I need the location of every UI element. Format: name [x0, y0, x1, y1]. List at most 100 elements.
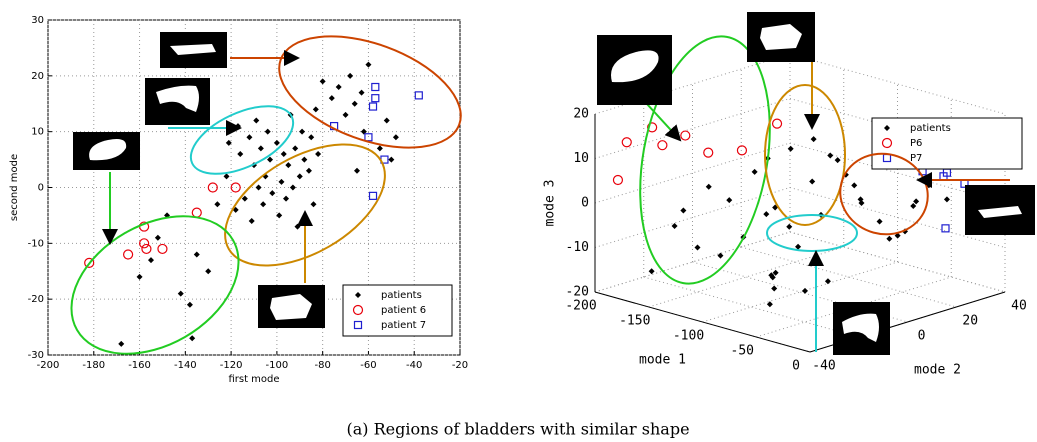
- z-tick-label: 20: [573, 107, 589, 122]
- point: [214, 201, 221, 208]
- x-tick-label: -180: [82, 360, 105, 371]
- point: [84, 257, 95, 268]
- point: [809, 178, 816, 185]
- x-tick-label: -200: [565, 299, 596, 314]
- y-tick-label: -40: [812, 359, 835, 374]
- point: [207, 182, 218, 193]
- point: [310, 201, 317, 208]
- point: [371, 82, 380, 92]
- legend-label: patient 6: [381, 305, 426, 316]
- point: [680, 207, 687, 214]
- point: [177, 290, 184, 297]
- x-tick-label: -100: [266, 360, 289, 371]
- point: [189, 335, 196, 342]
- x-axis-label: mode 1: [639, 353, 686, 368]
- x-tick-label: -40: [406, 360, 422, 371]
- point: [273, 139, 280, 146]
- x-axis-label: first mode: [228, 374, 279, 385]
- y-axis-label: second mode: [9, 154, 20, 221]
- point: [205, 268, 212, 275]
- point: [296, 173, 303, 180]
- point: [139, 238, 150, 249]
- point: [795, 243, 802, 250]
- point: [285, 162, 292, 169]
- y-tick-label: -10: [28, 238, 44, 249]
- point: [827, 152, 834, 159]
- point: [810, 136, 817, 143]
- point: [278, 178, 285, 185]
- point: [717, 252, 724, 259]
- x-tick-label: -140: [174, 360, 197, 371]
- point: [941, 224, 950, 233]
- point: [364, 133, 373, 142]
- point: [312, 106, 319, 113]
- point: [283, 195, 290, 202]
- point: [241, 195, 248, 202]
- point: [772, 269, 779, 276]
- legend-marker: [352, 304, 364, 316]
- caption: (a) Regions of bladders with similar sha…: [346, 420, 689, 439]
- point: [118, 340, 125, 347]
- grid-line: [648, 246, 844, 308]
- point: [726, 197, 733, 204]
- point: [148, 257, 154, 264]
- point: [154, 234, 161, 241]
- y-tick-label: -20: [28, 294, 44, 305]
- point: [301, 156, 308, 163]
- legend-marker: [881, 137, 893, 149]
- legend-box: [871, 117, 1023, 170]
- point: [347, 72, 354, 79]
- point: [246, 134, 253, 141]
- point: [358, 89, 365, 96]
- point: [802, 287, 808, 294]
- point: [857, 196, 864, 203]
- z-tick-label: -20: [566, 285, 589, 300]
- x-tick-label: -120: [220, 360, 243, 371]
- x-tick-label: -200: [37, 360, 60, 371]
- legend-marker: [353, 320, 363, 330]
- point: [230, 182, 241, 193]
- point: [876, 218, 883, 225]
- y-tick-label: 40: [1011, 299, 1027, 314]
- point: [751, 168, 758, 175]
- point: [787, 145, 794, 152]
- point: [123, 249, 134, 260]
- legend-marker: [884, 125, 890, 131]
- y-tick-label: -30: [28, 350, 44, 361]
- x-tick-label: -160: [128, 360, 151, 371]
- point: [223, 173, 230, 180]
- point: [141, 243, 152, 255]
- x-tick-label: -100: [673, 329, 704, 344]
- y-tick-label: 10: [31, 127, 44, 138]
- y-axis-label: mode 2: [914, 363, 961, 378]
- point: [388, 156, 395, 163]
- point: [335, 84, 342, 90]
- x-tick-label: -20: [452, 360, 468, 371]
- legend-label: patients: [381, 290, 422, 301]
- legend-label: patients: [910, 123, 951, 134]
- point: [771, 118, 783, 129]
- point: [834, 157, 841, 164]
- legend-marker: [355, 292, 361, 298]
- point: [371, 94, 380, 103]
- point: [647, 122, 658, 133]
- point: [354, 167, 360, 174]
- point: [136, 273, 143, 280]
- x-tick-label: -150: [619, 314, 650, 329]
- point: [260, 201, 267, 208]
- point: [248, 218, 255, 224]
- point: [943, 196, 950, 203]
- point: [771, 285, 778, 292]
- point: [257, 145, 264, 152]
- point: [705, 183, 712, 190]
- point: [237, 151, 244, 157]
- z-tick-label: 0: [581, 196, 589, 211]
- y-tick-label: 20: [31, 71, 44, 82]
- legend-label: P6: [910, 138, 922, 149]
- z-tick-label: -10: [566, 240, 589, 255]
- x-tick-label: -80: [314, 360, 330, 371]
- x-tick-label: 0: [792, 359, 800, 374]
- point: [280, 151, 287, 157]
- point: [392, 134, 399, 141]
- point: [305, 167, 312, 174]
